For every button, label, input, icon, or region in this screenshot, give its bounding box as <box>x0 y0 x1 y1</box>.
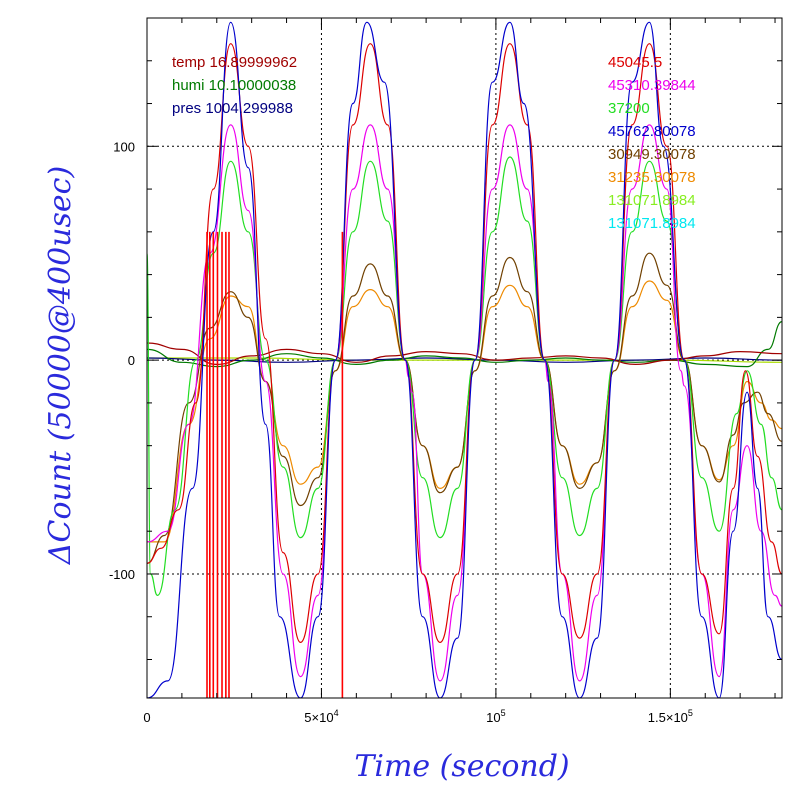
plot-area <box>147 21 782 698</box>
series-line-6 <box>147 342 782 366</box>
legend-entry-right: 45762.80078 <box>608 123 696 140</box>
legend-entry-right: 131071.8984 <box>608 192 696 209</box>
y-tick-label: 100 <box>113 139 135 154</box>
legend-entry-right: 37200 <box>608 100 650 117</box>
legend-entry-left: temp 16.89999962 <box>172 54 297 71</box>
legend-entry-right: 131071.8984 <box>608 215 696 232</box>
x-axis-title: Time (second) <box>354 749 569 784</box>
legend: temp 16.89999962 humi 10.10000038 pres 100… <box>172 54 696 232</box>
series-line-8 <box>147 357 782 363</box>
y-tick-label: 0 <box>128 353 135 368</box>
series-line-0 <box>147 21 782 698</box>
series-line-7 <box>147 321 782 368</box>
legend-entry-right: 30949.30078 <box>608 146 696 163</box>
legend-entry-right: 45310.39844 <box>608 77 696 94</box>
plot-frame <box>146 17 783 699</box>
y-tick-label: -100 <box>109 567 135 582</box>
axis-ticks: 1000-1000 5×104 105 1.5×105 <box>109 17 782 725</box>
y-axis-title: ΔCount (50000@400usec) <box>43 166 78 565</box>
x-tick-label: 1.5×105 <box>648 708 693 725</box>
legend-entry-left: humi 10.10000038 <box>172 77 296 94</box>
legend-entry-left: pres 1004.299988 <box>172 100 293 117</box>
x-tick-label: 5×104 <box>304 708 338 725</box>
x-tick-label: 0 <box>143 710 150 725</box>
legend-entry-right: 45045.5 <box>608 54 662 71</box>
legend-entry-right: 31235.30078 <box>608 169 696 186</box>
